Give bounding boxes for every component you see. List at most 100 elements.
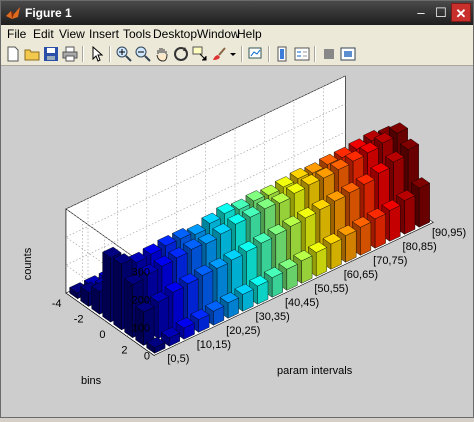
toolbar-separator: [109, 46, 111, 62]
bar-top-face: [278, 258, 298, 270]
bar3-bars: [69, 122, 431, 354]
bar-top-face: [142, 243, 162, 255]
matlab-logo-icon: [6, 7, 20, 19]
bar-top-face: [381, 199, 401, 211]
bar3-plot[interactable]: counts bins param intervals 0 100 200 300 -4…: [1, 66, 473, 417]
bar-top-face: [194, 264, 214, 276]
bar-top-face: [146, 336, 166, 348]
bar-top-face: [168, 247, 188, 259]
maximize-button[interactable]: ☐: [435, 5, 447, 20]
menu-file[interactable]: File: [7, 27, 27, 41]
x-tick-label: [40,45): [285, 297, 319, 309]
bar-top-face: [135, 301, 155, 313]
bar-top-face: [127, 251, 148, 263]
z-tick-label: 100: [132, 322, 150, 334]
bar-top-face: [271, 192, 291, 204]
x-axis-label: param intervals: [277, 365, 353, 377]
bar-front-face: [389, 205, 401, 242]
menu-tools[interactable]: Tools: [123, 27, 152, 41]
z-tick-label: 300: [132, 266, 150, 278]
minimize-button[interactable]: –: [417, 5, 425, 20]
insert-legend-icon[interactable]: [294, 46, 310, 62]
menu-edit[interactable]: Edit: [33, 27, 54, 41]
x-tick-label: [50,55): [314, 283, 348, 295]
bar-top-face: [289, 167, 309, 179]
bar-top-face: [385, 151, 405, 163]
bar-top-face: [153, 255, 173, 267]
bar-top-face: [201, 212, 221, 224]
figure-canvas[interactable]: counts bins param intervals 0 100 200 300 -4…: [1, 66, 473, 417]
bar-side-face: [102, 251, 111, 323]
bar-top-face: [263, 266, 284, 278]
print-icon[interactable]: [62, 46, 78, 62]
y-grid-line: [82, 171, 362, 306]
x-tick-label: [70,75): [373, 255, 407, 267]
bar-top-face: [208, 257, 228, 269]
bar-top-face: [223, 249, 243, 261]
brush-icon[interactable]: [211, 46, 227, 62]
bar-top-face: [256, 198, 276, 210]
bar-top-face: [359, 142, 379, 154]
bar-side-face: [113, 258, 122, 331]
rotate-3d-icon[interactable]: [173, 46, 189, 62]
bar-top-face: [238, 240, 258, 252]
bar-top-face: [344, 150, 364, 162]
toolbar-separator: [241, 46, 243, 62]
bar-top-face: [296, 207, 317, 219]
menu-window[interactable]: Window: [197, 27, 240, 41]
bar-top-face: [219, 292, 239, 304]
bar-top-face: [399, 138, 420, 150]
bar-top-face: [307, 241, 328, 253]
bar-top-face: [157, 235, 177, 247]
menu-view[interactable]: View: [59, 27, 85, 41]
bar-top-face: [293, 250, 313, 262]
bar-top-face: [304, 162, 324, 174]
y-tick-label: 0: [99, 329, 105, 341]
bar-front-face: [418, 182, 430, 228]
menu-insert[interactable]: Insert: [89, 27, 120, 41]
bar-top-face: [282, 215, 302, 227]
bar-top-face: [410, 177, 431, 189]
brush-dropdown-icon[interactable]: [229, 46, 237, 62]
bar-top-face: [366, 208, 386, 220]
bar-top-face: [355, 173, 375, 185]
bar-top-face: [186, 223, 206, 235]
link-plot-icon[interactable]: [248, 46, 264, 62]
figure-toolbar: [1, 43, 473, 66]
bar-top-face: [326, 190, 346, 202]
open-file-icon[interactable]: [24, 46, 40, 62]
new-figure-icon[interactable]: [5, 46, 21, 62]
bar-front-face: [330, 238, 342, 270]
bar-top-face: [227, 213, 247, 225]
x-tick-label: [90,95): [432, 227, 466, 239]
menu-help[interactable]: Help: [237, 27, 262, 41]
data-cursor-icon[interactable]: [192, 46, 208, 62]
zoom-in-icon[interactable]: [116, 46, 132, 62]
hide-plot-tools-icon[interactable]: [321, 46, 337, 62]
bar-front-face: [404, 195, 416, 235]
bar3-bar: [205, 300, 225, 326]
bar-top-face: [300, 174, 320, 186]
zoom-out-icon[interactable]: [135, 46, 151, 62]
bar-top-face: [241, 206, 262, 218]
bar-top-face: [190, 308, 210, 320]
close-button[interactable]: ✕: [451, 3, 471, 22]
z-tick-label: 200: [132, 294, 150, 306]
bar-top-face: [179, 273, 199, 285]
menu-bar: File Edit View Insert Tools Desktop Wind…: [1, 25, 473, 62]
pan-hand-icon[interactable]: [154, 46, 170, 62]
insert-colorbar-icon[interactable]: [275, 46, 291, 62]
y-tick-label: -4: [52, 298, 62, 310]
edit-plot-arrow-icon[interactable]: [89, 46, 105, 62]
bar-top-face: [252, 232, 273, 244]
y-tick-label: 2: [121, 345, 127, 357]
title-bar[interactable]: Figure 1 – ☐ ✕: [1, 1, 473, 25]
save-icon[interactable]: [43, 46, 59, 62]
menu-desktop[interactable]: Desktop: [153, 27, 198, 41]
bar3-bar: [160, 327, 181, 347]
bar-top-face: [315, 167, 335, 179]
x-tick-label: [30,35): [256, 311, 290, 323]
show-plot-tools-icon[interactable]: [340, 46, 356, 62]
bar-top-face: [319, 153, 339, 165]
